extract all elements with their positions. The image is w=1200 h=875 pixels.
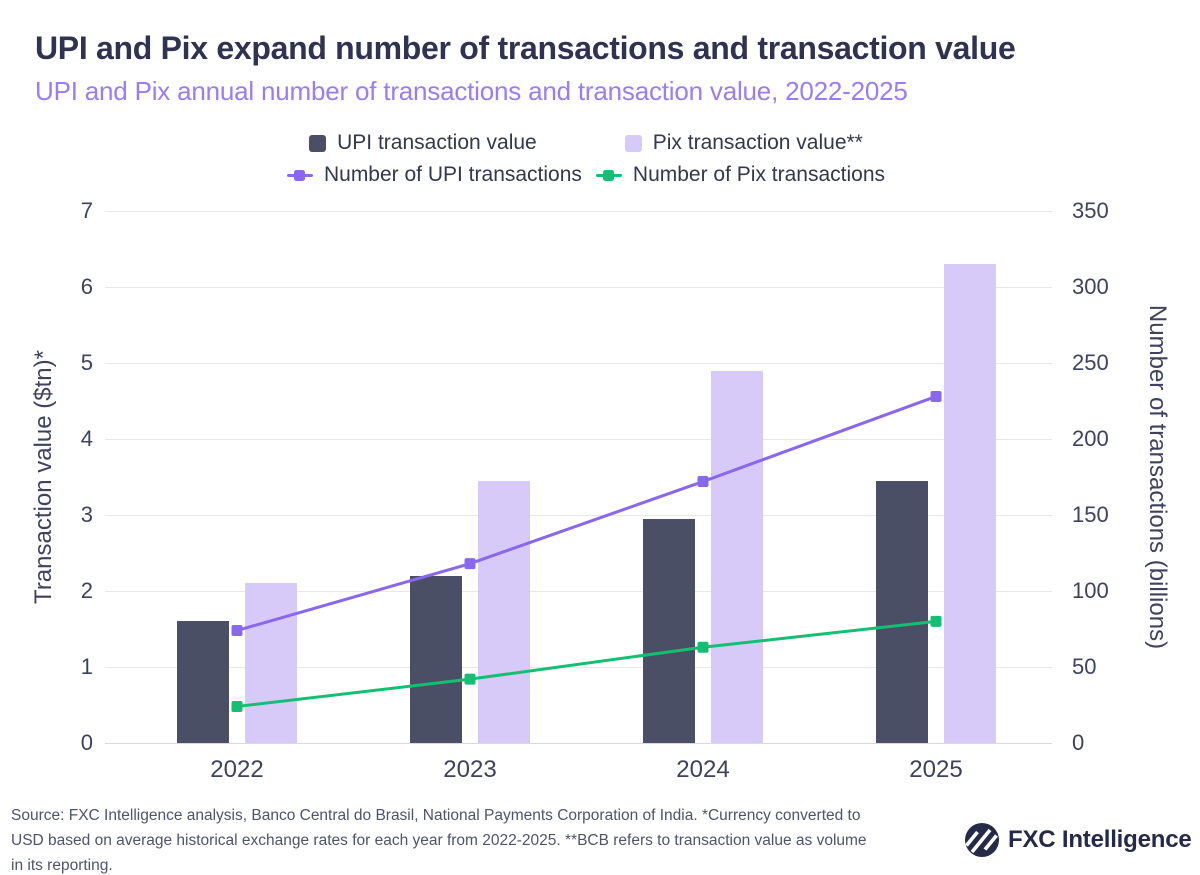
legend-item-upi-transactions: Number of UPI transactions bbox=[286, 163, 582, 187]
chart-legend: UPI transaction value Pix transaction va… bbox=[120, 131, 1052, 187]
bar-upi-transaction-value-2024 bbox=[643, 518, 695, 743]
y-axis-left-tick-3: 3 bbox=[80, 502, 93, 527]
bar-pix-transaction-value-2025 bbox=[944, 264, 996, 743]
legend-label-upi-count: Number of UPI transactions bbox=[323, 163, 582, 186]
bar-pix-transaction-value-2022 bbox=[245, 583, 297, 743]
legend-row-2: Number of UPI transactions Number of Pix… bbox=[286, 163, 886, 187]
page-title: UPI and Pix expand number of transaction… bbox=[35, 30, 1016, 66]
marker-number-of-upi-transactions-2022 bbox=[231, 625, 243, 637]
y-axis-right-tick-0: 0 bbox=[1072, 730, 1085, 755]
marker-number-of-upi-transactions-2023 bbox=[464, 558, 476, 570]
legend-item-upi-transaction-value: UPI transaction value bbox=[309, 131, 537, 155]
y-axis-left-tick-7: 7 bbox=[80, 198, 93, 223]
y-axis-left-tick-6: 6 bbox=[80, 274, 93, 299]
gridline-4 bbox=[105, 438, 1052, 440]
gridline-7 bbox=[105, 210, 1052, 212]
marker-number-of-pix-transactions-2022 bbox=[231, 701, 243, 713]
gridline-0 bbox=[105, 742, 1052, 744]
gridline-6 bbox=[105, 286, 1052, 288]
x-axis-label-2022: 2022 bbox=[210, 756, 264, 783]
page-subtitle: UPI and Pix annual number of transaction… bbox=[35, 76, 908, 106]
bar-upi-transaction-value-2023 bbox=[410, 575, 462, 743]
legend-swatch-upi-count bbox=[286, 169, 313, 182]
fxc-intelligence-logo: FXC Intelligence bbox=[965, 823, 1192, 857]
marker-number-of-pix-transactions-2023 bbox=[464, 673, 476, 685]
marker-number-of-pix-transactions-2024 bbox=[697, 641, 709, 653]
legend-label-pix-count: Number of Pix transactions bbox=[632, 163, 886, 186]
y-axis-right-tick-300: 300 bbox=[1072, 274, 1109, 299]
y-axis-right-tick-350: 350 bbox=[1072, 198, 1109, 223]
bar-pix-transaction-value-2023 bbox=[478, 480, 530, 743]
legend-item-pix-transactions: Number of Pix transactions bbox=[595, 163, 886, 187]
gridline-5 bbox=[105, 362, 1052, 364]
y-axis-left-tick-0: 0 bbox=[80, 730, 93, 755]
y-axis-right-tick-250: 250 bbox=[1072, 350, 1109, 375]
x-axis-label-2024: 2024 bbox=[676, 756, 730, 783]
source-note: Source: FXC Intelligence analysis, Banco… bbox=[11, 807, 867, 874]
y-axis-left-tick-5: 5 bbox=[80, 350, 93, 375]
line-number-of-pix-transactions bbox=[236, 619, 937, 709]
marker-number-of-upi-transactions-2024 bbox=[697, 476, 709, 488]
y-axis-title-left: Transaction value ($tn)* bbox=[30, 350, 57, 604]
fxc-logo-icon bbox=[965, 823, 999, 857]
y-axis-left-tick-4: 4 bbox=[80, 426, 93, 451]
bar-pix-transaction-value-2024 bbox=[711, 370, 763, 743]
y-axis-right-tick-150: 150 bbox=[1072, 502, 1109, 527]
x-axis-label-2025: 2025 bbox=[909, 756, 963, 783]
legend-row-1: UPI transaction value Pix transaction va… bbox=[309, 131, 863, 155]
legend-label-pix-value: Pix transaction value** bbox=[652, 131, 863, 154]
legend-swatch-pix-count bbox=[595, 169, 622, 182]
marker-number-of-pix-transactions-2025 bbox=[930, 615, 942, 627]
line-number-of-upi-transactions bbox=[236, 395, 937, 632]
y-axis-right-tick-100: 100 bbox=[1072, 578, 1109, 603]
y-axis-right-tick-50: 50 bbox=[1072, 654, 1097, 679]
legend-item-pix-transaction-value: Pix transaction value** bbox=[624, 131, 863, 155]
y-axis-left-tick-2: 2 bbox=[80, 578, 93, 603]
legend-swatch-upi-value bbox=[309, 134, 327, 152]
marker-number-of-upi-transactions-2025 bbox=[930, 390, 942, 402]
legend-label-upi-value: UPI transaction value bbox=[337, 131, 537, 154]
y-axis-right-tick-200: 200 bbox=[1072, 426, 1109, 451]
bar-upi-transaction-value-2022 bbox=[177, 621, 229, 743]
bar-upi-transaction-value-2025 bbox=[876, 480, 928, 743]
y-axis-left-tick-1: 1 bbox=[80, 654, 93, 679]
legend-swatch-pix-value bbox=[624, 134, 642, 152]
x-axis-label-2023: 2023 bbox=[443, 756, 497, 783]
fxc-logo-text: FXC Intelligence bbox=[1008, 826, 1192, 853]
